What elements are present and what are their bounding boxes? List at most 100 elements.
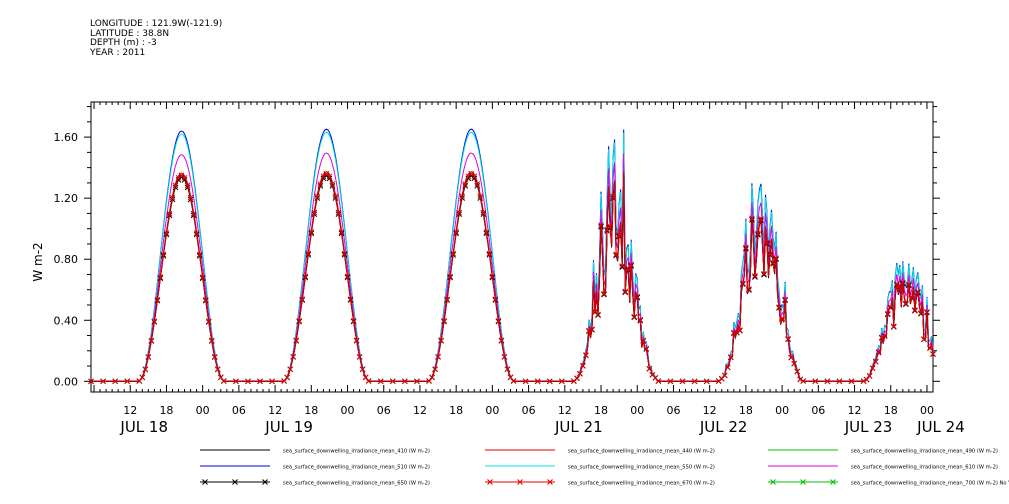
series-marker-7 [190,210,197,217]
series-marker-7 [921,336,927,342]
legend-marker-6 [232,479,238,485]
x-tick-label: 06 [811,404,825,417]
series-marker-7 [752,273,758,279]
series-marker-7 [887,304,894,311]
series-marker-7 [172,182,179,189]
series-marker-7 [326,173,333,180]
series-marker-7 [290,353,297,360]
day-label: JUL 18 [119,418,168,436]
series-marker-7 [927,344,933,351]
series-marker-7 [181,174,188,181]
series-marker-7 [800,378,807,384]
legend-marker-8 [770,479,776,485]
series-marker-7 [88,378,94,385]
x-tick-label: 12 [268,404,282,417]
series-marker-7 [462,181,469,187]
series-marker-7 [377,378,384,385]
series-marker-7 [797,376,804,383]
legend-label-0: sea_surface_downwelling_irradiance_mean_… [283,449,430,455]
y-tick-label: 1.60 [54,131,79,144]
series-marker-7 [169,194,176,201]
series-marker-7 [205,318,212,325]
series-marker-7 [450,250,457,257]
series-marker-7 [453,229,460,235]
series-marker-7 [727,354,734,361]
series-marker-7 [480,209,487,216]
series-marker-7 [899,279,906,286]
series-marker-7 [595,311,601,318]
series-marker-7 [486,250,493,257]
series-marker-7 [100,378,106,385]
series-marker-7 [577,370,583,377]
series-marker-7 [353,337,360,344]
series-marker-7 [510,378,517,384]
legend-marker-7 [547,479,553,485]
series-marker-7 [522,378,529,385]
x-tick-label: 06 [377,404,391,417]
series-marker-7 [483,229,490,235]
series-marker-7 [640,337,647,344]
series-marker-7 [616,232,622,238]
series-marker-7 [893,281,900,287]
series-marker-7 [233,378,239,385]
series-marker-7 [586,327,592,334]
series-line-4 [91,131,934,382]
x-tick-label: 18 [159,404,173,417]
series-marker-7 [878,334,885,341]
legend-marker-8 [830,479,836,485]
series-marker-7 [848,378,855,385]
series-marker-7 [924,308,930,315]
day-label: JUL 22 [699,418,748,436]
series-marker-7 [601,290,607,297]
series-marker-7 [607,223,613,230]
y-tick-label: 1.20 [54,192,79,205]
series-marker-7 [504,366,511,373]
series-marker-7 [863,376,870,383]
series-marker-7 [299,296,306,303]
series-marker-7 [782,296,788,303]
series-marker-7 [489,273,496,280]
series-marker-7 [202,297,209,303]
x-tick-label: 06 [232,404,246,417]
series-marker-7 [269,378,275,385]
series-marker-6 [601,291,607,298]
legend-marker-7 [487,479,493,485]
day-label: JUL 19 [264,418,313,436]
legend-marker-6 [262,479,268,485]
legend-label-2: sea_surface_downwelling_irradiance_mean_… [851,449,998,455]
metadata-header: LONGITUDE : 121.9W(-121.9) LATITUDE : 38… [90,19,222,58]
series-marker-7 [755,230,761,237]
series-marker-7 [124,378,131,385]
legend: sea_surface_downwelling_irradiance_mean_… [200,449,1009,487]
series-marker-7 [245,378,251,385]
series-marker-7 [890,323,897,330]
series-marker-7 [447,273,453,280]
series-marker-7 [906,281,912,288]
x-tick-label: 18 [449,404,463,417]
series-marker-7 [767,250,773,257]
series-marker-7 [667,378,674,385]
series-marker-7 [329,181,336,187]
series-marker-7 [622,288,629,295]
series-marker-7 [703,378,710,385]
series-marker-7 [655,378,662,384]
series-marker-7 [335,209,342,216]
series-marker-7 [740,280,746,287]
x-tick-label: 18 [304,404,318,417]
series-marker-7 [308,229,315,235]
series-marker-7 [414,378,420,385]
series-marker-7 [501,353,508,360]
x-tick-label: 00 [630,404,644,417]
series-marker-6 [902,301,909,308]
x-tick-label: 06 [522,404,536,417]
series-marker-7 [749,215,755,222]
legend-label-8: sea_surface_downwelling_irradiance_mean_… [851,481,1009,487]
series-marker-7 [166,210,173,217]
series-marker-7 [142,366,149,373]
day-label: JUL 24 [916,418,965,436]
series-marker-7 [679,378,686,385]
series-marker-7 [634,293,641,300]
series-marker-7 [610,193,616,200]
plot-frame [90,101,934,393]
series-marker-7 [613,251,619,258]
